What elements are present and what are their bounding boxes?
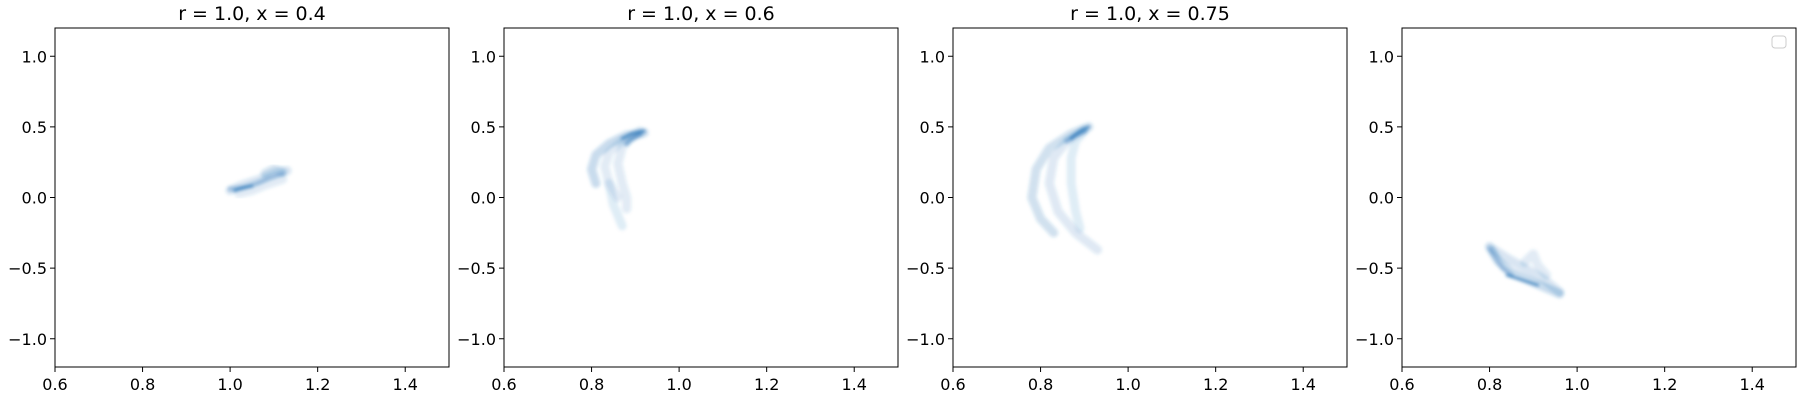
- x-tick-label: 1.2: [1203, 375, 1228, 394]
- x-tick-label: 1.2: [1652, 375, 1677, 394]
- y-tick-label: −1.0: [1355, 330, 1394, 349]
- subplot-3: 0.6 0.8 1.0 1.2 1.4 −1.0 −0.5 0.0 0.5 1.0 r = 1.0,…: [906, 3, 1348, 394]
- x-tick-label: 1.2: [754, 375, 779, 394]
- x-tick-label: 1.0: [217, 375, 242, 394]
- density-stroke-3: [1066, 126, 1089, 234]
- density-stroke-4: [1520, 249, 1551, 280]
- density-cloud: [225, 164, 292, 198]
- density-stroke-5: [260, 164, 288, 178]
- x-tick-label: 1.0: [1115, 375, 1140, 394]
- subplot-4: 0.6 0.8 1.0 1.2 1.4 −1.0 −0.5 0.0 0.5 1.0: [1355, 27, 1797, 394]
- axes-frame: [503, 27, 899, 368]
- x-tick-label: 0.8: [130, 375, 155, 394]
- y-tick-label: 0.0: [920, 189, 945, 208]
- y-tick-label: 0.5: [1369, 118, 1394, 137]
- axes-frame: [952, 27, 1348, 368]
- x-tick-label: 0.8: [1028, 375, 1053, 394]
- y-tick-label: 1.0: [1369, 47, 1394, 66]
- density-stroke-5: [1487, 245, 1514, 278]
- subplot-title: r = 1.0, x = 0.4: [178, 3, 326, 25]
- x-tick-label: 0.6: [42, 375, 67, 394]
- density-cloud: [1027, 122, 1102, 255]
- density-cloud: [587, 126, 649, 231]
- density-cloud: [1485, 242, 1565, 299]
- y-tick-label: −1.0: [906, 330, 945, 349]
- y-tick-label: −0.5: [1355, 259, 1394, 278]
- y-tick-label: 1.0: [471, 47, 496, 66]
- density-stroke-4: [604, 178, 627, 231]
- y-tick-label: 1.0: [22, 47, 47, 66]
- x-tick-label: 0.6: [1389, 375, 1414, 394]
- x-tick-label: 1.4: [1739, 375, 1764, 394]
- y-tick-label: 1.0: [920, 47, 945, 66]
- density-stroke-5: [1064, 128, 1087, 144]
- x-tick-label: 0.8: [1477, 375, 1502, 394]
- subplot-2: 0.6 0.8 1.0 1.2 1.4 −1.0 −0.5 0.0 0.5 1.0 r = 1.0,…: [457, 3, 899, 394]
- x-tick-label: 0.6: [491, 375, 516, 394]
- x-tick-label: 0.8: [579, 375, 604, 394]
- density-stroke-6: [624, 131, 643, 147]
- y-tick-label: −0.5: [457, 259, 496, 278]
- x-tick-label: 1.0: [1564, 375, 1589, 394]
- y-tick-label: 0.5: [471, 118, 496, 137]
- y-tick-label: 0.0: [1369, 189, 1394, 208]
- density-stroke-4: [234, 174, 288, 198]
- y-tick-label: 0.0: [471, 189, 496, 208]
- y-tick-label: 0.5: [920, 118, 945, 137]
- y-tick-label: −1.0: [457, 330, 496, 349]
- subplot-1: 0.6 0.8 1.0 1.2 1.4 −1.0 −0.5 0.0 0.5 1.0 r = 1.0,…: [8, 3, 450, 394]
- x-tick-label: 1.2: [305, 375, 330, 394]
- y-tick-label: −0.5: [906, 259, 945, 278]
- x-tick-label: 0.6: [940, 375, 965, 394]
- y-tick-label: −0.5: [8, 259, 47, 278]
- legend-box: [1771, 35, 1787, 49]
- x-tick-label: 1.4: [392, 375, 417, 394]
- x-tick-label: 1.4: [841, 375, 866, 394]
- density-stroke-2: [1489, 245, 1565, 297]
- subplot-title: r = 1.0, x = 0.75: [1070, 3, 1230, 25]
- x-tick-label: 1.0: [666, 375, 691, 394]
- y-tick-label: 0.5: [22, 118, 47, 137]
- subplot-title: r = 1.0, x = 0.6: [627, 3, 775, 25]
- y-tick-label: 0.0: [22, 189, 47, 208]
- axes-frame: [54, 27, 450, 368]
- y-tick-label: −1.0: [8, 330, 47, 349]
- x-tick-label: 1.4: [1290, 375, 1315, 394]
- axes-frame: [1401, 27, 1797, 368]
